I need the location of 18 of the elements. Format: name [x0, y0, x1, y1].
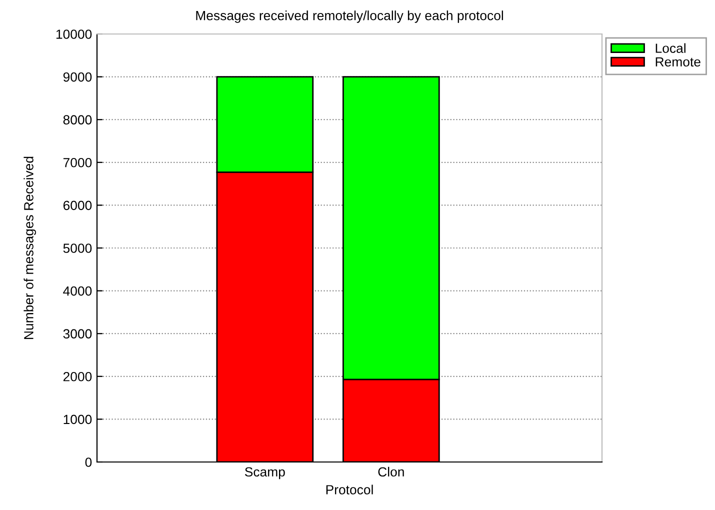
y-tick-label: 9000 [63, 72, 92, 82]
y-tick-label: 1000 [64, 414, 92, 424]
legend-label: Local [656, 43, 686, 53]
y-tick-label: 3000 [63, 329, 92, 339]
legend-label: Remote [656, 57, 700, 67]
y-tick-label: 10000 [56, 30, 92, 39]
x-axis-title: Protocol [326, 484, 373, 494]
y-tick-label: 8000 [63, 115, 92, 125]
chart-title: Messages received remotely/locally by each protocol [196, 10, 503, 23]
y-tick-label: 0 [85, 458, 92, 467]
y-tick-label: 7000 [63, 158, 92, 168]
y-tick-label: 2000 [63, 372, 92, 382]
y-tick-label: 6000 [63, 200, 92, 210]
y-tick-label: 5000 [63, 244, 92, 253]
x-tick-label: Scamp [244, 467, 285, 480]
y-axis-title: Number of messages Received [24, 156, 36, 339]
x-tick-label: Clon [378, 466, 404, 477]
y-tick-label: 4000 [63, 286, 92, 296]
